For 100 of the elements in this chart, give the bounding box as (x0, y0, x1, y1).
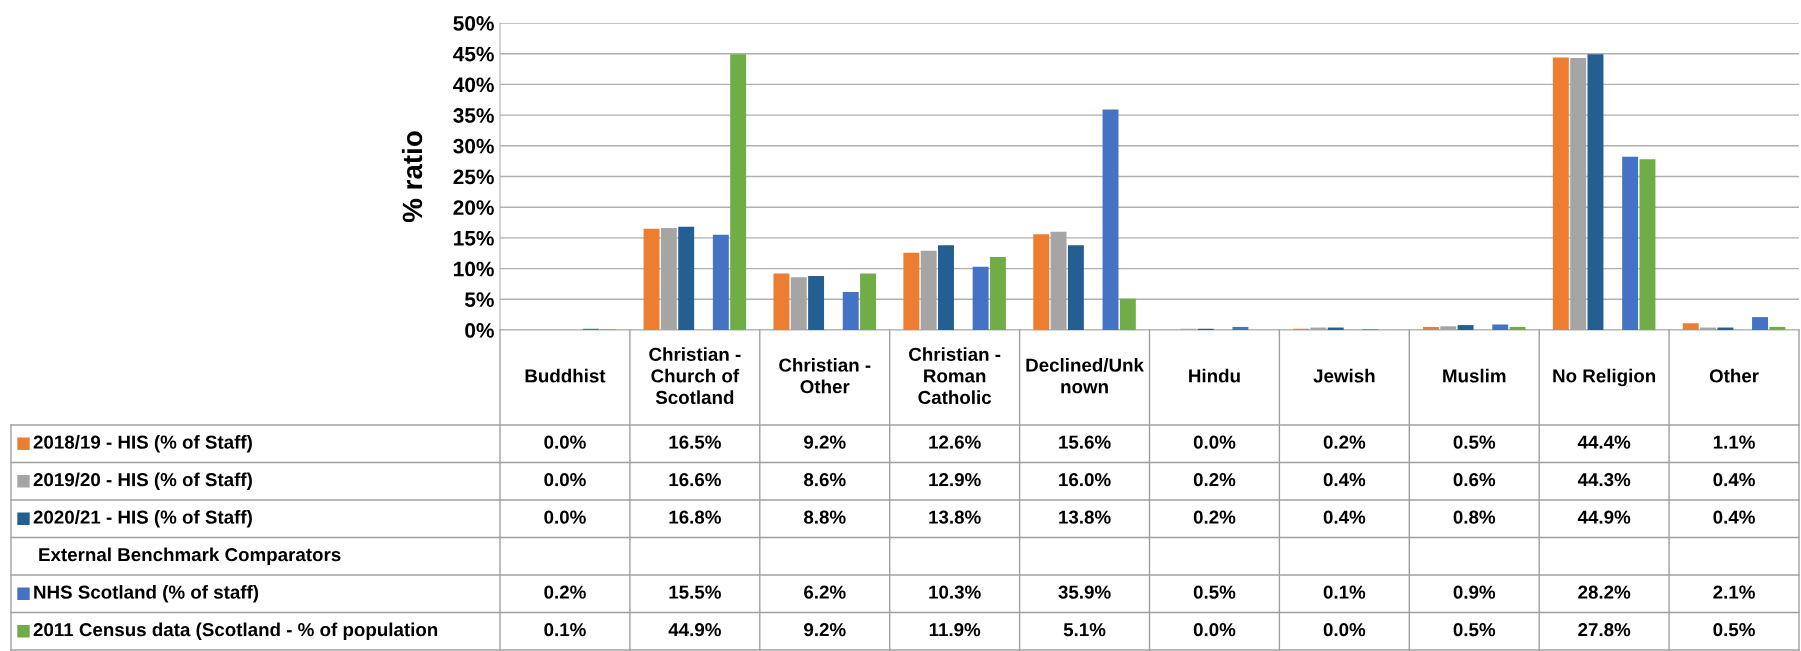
data-label: 0.5% (1193, 585, 1236, 599)
bar (842, 291, 859, 330)
bar (1639, 159, 1656, 330)
x-tick-label: Declined/Unknown (1026, 357, 1144, 394)
y-tick-label: 35% (453, 108, 494, 123)
bar (860, 273, 877, 330)
data-label: 5.1% (1063, 623, 1106, 637)
data-label: 44.9% (668, 623, 721, 637)
data-label: 10.3% (929, 585, 981, 599)
bar (1457, 325, 1474, 330)
bar (1769, 326, 1786, 330)
data-label: 28.2% (1578, 585, 1631, 599)
data-label: 15.6% (1059, 435, 1111, 449)
bar (903, 252, 920, 330)
bar (643, 228, 660, 330)
data-label: 12.6% (929, 435, 981, 449)
x-tick-label: Jewish (1313, 368, 1375, 383)
data-label: 44.4% (1577, 435, 1631, 449)
legend-label: NHS Scotland (% of staff) (34, 585, 259, 603)
data-label: 0.6% (1453, 473, 1496, 487)
x-tick-label: Buddhist (525, 368, 606, 383)
text: External Benchmark Comparators (39, 547, 341, 565)
x-tick-label: Other (1709, 368, 1759, 383)
bar (1033, 234, 1050, 330)
x-tick-label: Hindu (1189, 368, 1240, 383)
bar (773, 273, 790, 330)
data-label: 9.2% (804, 623, 846, 637)
data-label: 0.4% (1713, 473, 1755, 487)
x-tick-label: Muslim (1443, 368, 1506, 383)
y-tick-label: 15% (454, 230, 494, 246)
data-label: 11.9% (929, 623, 981, 637)
bar (1102, 109, 1119, 330)
data-label: 0.1% (1323, 585, 1366, 599)
y-tick-label: 10% (454, 261, 494, 277)
bar (678, 226, 695, 330)
y-tick-label: 45% (453, 46, 494, 62)
y-tick-label: 25% (453, 169, 494, 185)
data-label: 0.0% (544, 510, 586, 524)
data-label: 0.0% (1323, 623, 1366, 637)
data-label: 16.0% (1059, 473, 1111, 487)
y-tick-label: 30% (453, 138, 494, 154)
data-label: 13.8% (929, 510, 981, 524)
data-label: 0.9% (1453, 585, 1496, 599)
bar (1492, 324, 1509, 330)
bar (1232, 326, 1249, 330)
x-tick-label: No Religion (1553, 368, 1656, 387)
x-tick-label: Christian - Other (779, 357, 871, 394)
data-label: 0.2% (544, 585, 586, 599)
data-label: 0.2% (1193, 510, 1236, 524)
bar (730, 54, 747, 330)
data-label: 16.6% (669, 473, 721, 487)
data-label: 0.0% (1193, 435, 1236, 449)
data-label: 15.5% (669, 585, 721, 599)
data-label: 35.9% (1058, 585, 1111, 599)
data-label: 27.8% (1578, 623, 1631, 637)
data-label: 0.4% (1323, 473, 1366, 487)
data-label: 0.1% (544, 623, 586, 637)
bar (1587, 54, 1604, 330)
data-label: 44.3% (1577, 473, 1631, 487)
legend-label: 2018/19 - HIS (% of Staff) (33, 435, 252, 453)
legend-label: 2011 Census data (Scotland - % of population (33, 622, 438, 640)
data-label: 12.9% (929, 473, 981, 487)
data-label: 0.2% (1323, 435, 1366, 449)
y-tick-label: 5% (464, 292, 494, 308)
data-label: 0.4% (1713, 510, 1755, 524)
data-label: 0.5% (1453, 435, 1496, 449)
data-label: 2.1% (1713, 585, 1755, 599)
data-label: 0.4% (1323, 510, 1366, 524)
data-label: 13.8% (1059, 510, 1111, 524)
bar (1682, 323, 1699, 330)
data-label: 0.0% (544, 435, 586, 449)
bar (808, 275, 825, 330)
data-label: 8.8% (803, 510, 846, 524)
data-label: 0.8% (1453, 510, 1496, 524)
data-label: 0.0% (544, 473, 586, 487)
data-label: 0.0% (1193, 623, 1236, 637)
bar (1422, 326, 1439, 330)
bar (1067, 245, 1084, 330)
data-label: 16.8% (669, 510, 721, 524)
legend-label: 2019/20 - HIS (% of Staff) (33, 472, 252, 490)
legend-label: 2020/21 - HIS (% of Staff) (33, 510, 252, 528)
data-label: 0.2% (1193, 473, 1236, 487)
bar (712, 234, 729, 330)
x-tick-label: Christian - Church of Scotland (649, 347, 741, 405)
bar (1622, 156, 1639, 330)
bar (1509, 326, 1526, 330)
bar (1119, 298, 1136, 330)
data-label: 8.6% (803, 473, 846, 487)
data-label: 44.9% (1577, 510, 1631, 524)
bar (1752, 317, 1768, 330)
y-tick-label: 50% (453, 16, 494, 31)
data-label: 9.2% (804, 435, 846, 449)
y-tick-label: 20% (453, 200, 494, 215)
x-tick-label: Christian - Roman Catholic (909, 347, 1001, 405)
bar (1552, 57, 1569, 330)
bar (938, 245, 954, 330)
bar (972, 266, 989, 330)
data-label: 16.5% (669, 435, 721, 449)
data-label: 1.1% (1713, 435, 1755, 449)
data-label: 0.5% (1713, 623, 1755, 637)
